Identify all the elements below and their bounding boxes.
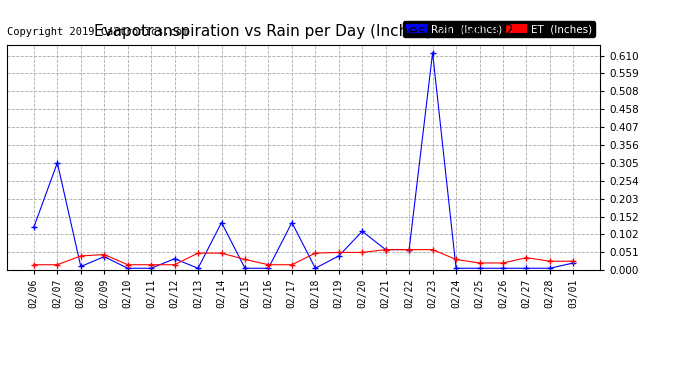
ET  (Inches) (335, 250, 343, 255)
ET  (Inches) (194, 251, 202, 255)
Rain  (Inches) (522, 266, 531, 270)
ET  (Inches) (452, 257, 460, 262)
Line: Rain  (Inches): Rain (Inches) (31, 50, 576, 271)
ET  (Inches) (264, 262, 273, 267)
ET  (Inches) (241, 257, 249, 262)
Rain  (Inches) (194, 266, 202, 270)
Rain  (Inches) (382, 248, 390, 252)
ET  (Inches) (53, 262, 61, 267)
ET  (Inches) (499, 261, 507, 265)
ET  (Inches) (405, 248, 413, 252)
ET  (Inches) (475, 261, 484, 265)
Rain  (Inches) (53, 160, 61, 165)
ET  (Inches) (522, 255, 531, 260)
ET  (Inches) (358, 250, 366, 255)
ET  (Inches) (77, 254, 85, 258)
Text: Copyright 2019 Cartronics.com: Copyright 2019 Cartronics.com (7, 27, 188, 37)
ET  (Inches) (147, 262, 155, 267)
Rain  (Inches) (170, 256, 179, 261)
Rain  (Inches) (288, 220, 296, 225)
ET  (Inches) (170, 262, 179, 267)
Text: Evapotranspiration vs Rain per Day (Inches) 20190302: Evapotranspiration vs Rain per Day (Inch… (94, 24, 513, 39)
Rain  (Inches) (217, 220, 226, 225)
ET  (Inches) (100, 252, 108, 257)
Rain  (Inches) (569, 261, 578, 265)
Rain  (Inches) (475, 266, 484, 270)
Rain  (Inches) (405, 248, 413, 252)
Rain  (Inches) (335, 254, 343, 258)
Rain  (Inches) (499, 266, 507, 270)
ET  (Inches) (124, 262, 132, 267)
Rain  (Inches) (100, 254, 108, 259)
Rain  (Inches) (452, 266, 460, 270)
ET  (Inches) (569, 259, 578, 264)
Rain  (Inches) (546, 266, 554, 270)
Rain  (Inches) (241, 266, 249, 270)
Rain  (Inches) (428, 51, 437, 55)
ET  (Inches) (382, 248, 390, 252)
Rain  (Inches) (358, 229, 366, 234)
Line: ET  (Inches): ET (Inches) (31, 247, 576, 267)
ET  (Inches) (546, 259, 554, 264)
Rain  (Inches) (264, 266, 273, 270)
ET  (Inches) (217, 251, 226, 255)
Rain  (Inches) (77, 264, 85, 269)
ET  (Inches) (288, 262, 296, 267)
Legend: Rain  (Inches), ET  (Inches): Rain (Inches), ET (Inches) (404, 21, 595, 38)
ET  (Inches) (311, 251, 319, 255)
Rain  (Inches) (124, 266, 132, 270)
Rain  (Inches) (311, 266, 319, 270)
Rain  (Inches) (30, 225, 38, 230)
ET  (Inches) (428, 248, 437, 252)
Rain  (Inches) (147, 266, 155, 270)
ET  (Inches) (30, 262, 38, 267)
